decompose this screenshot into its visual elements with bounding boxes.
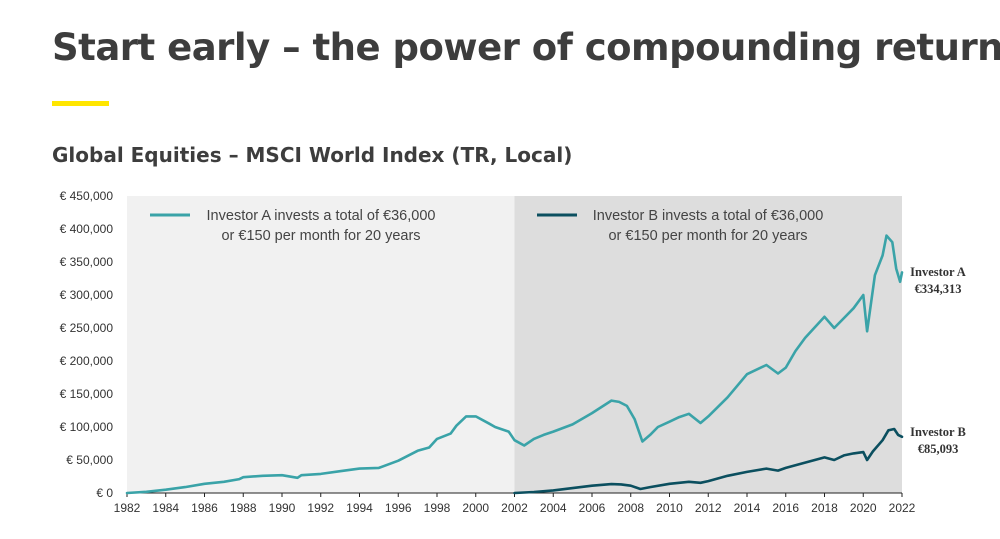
y-axis: € 0 € 50,000 € 100,000 € 150,000 € 200,000 € … (60, 189, 114, 500)
x-tick-label: 1998 (424, 501, 451, 515)
x-tick-label: 2016 (772, 501, 799, 515)
y-tick-label: € 0 (96, 486, 113, 500)
y-tick-label: € 150,000 (60, 387, 114, 401)
x-tick-label: 1996 (385, 501, 412, 515)
y-tick-label: € 450,000 (60, 189, 114, 203)
x-tick-label: 2022 (889, 501, 916, 515)
x-tick-label: 2018 (811, 501, 838, 515)
end-label-value-investor-b: €85,093 (918, 442, 959, 456)
x-tick-label: 1988 (230, 501, 257, 515)
x-tick-label: 1984 (152, 501, 179, 515)
shaded-region-investor-b (514, 196, 902, 493)
y-tick-label: € 300,000 (60, 288, 114, 302)
series-line-investor-a (125, 234, 904, 495)
title-accent-bar (52, 101, 109, 106)
x-tick-label: 2010 (656, 501, 683, 515)
series-line-investor-b (513, 427, 904, 495)
x-tick-label: 1990 (269, 501, 296, 515)
y-tick-label: € 250,000 (60, 321, 114, 335)
y-tick-label: € 350,000 (60, 255, 114, 269)
x-tick-label: 2000 (462, 501, 489, 515)
x-tick-label: 2008 (617, 501, 644, 515)
series-lines (125, 234, 904, 495)
shaded-regions (127, 196, 902, 493)
page-title: Start early – the power of compounding r… (52, 26, 1000, 69)
legend: Investor A invests a total of €36,000 or … (150, 208, 823, 244)
y-tick-label: € 200,000 (60, 354, 114, 368)
x-tick-label: 2020 (850, 501, 877, 515)
chart-subtitle: Global Equities – MSCI World Index (TR, … (52, 143, 573, 167)
shaded-region-investor-a (127, 196, 515, 493)
x-tick-label: 2014 (734, 501, 761, 515)
x-tick-label: 2004 (540, 501, 567, 515)
x-tick-label: 2012 (695, 501, 722, 515)
legend-line1-investor-a: Investor A invests a total of €36,000 (207, 208, 436, 224)
x-tick-label: 2002 (501, 501, 528, 515)
legend-line2-investor-b: or €150 per month for 20 years (608, 228, 807, 244)
end-label-name-investor-b: Investor B (910, 425, 966, 439)
y-tick-label: € 50,000 (66, 453, 113, 467)
legend-line1-investor-b: Investor B invests a total of €36,000 (593, 208, 824, 224)
x-tick-label: 1986 (191, 501, 218, 515)
end-label-value-investor-a: €334,313 (915, 282, 962, 296)
end-label-name-investor-a: Investor A (910, 265, 966, 279)
y-tick-label: € 400,000 (60, 222, 114, 236)
x-axis: 1982 1984 1986 1988 1990 1992 1994 1996 1998 2000… (114, 492, 916, 515)
x-tick-label: 1994 (346, 501, 373, 515)
x-tick-label: 1982 (114, 501, 141, 515)
x-tick-label: 1992 (307, 501, 334, 515)
x-tick-label: 2006 (579, 501, 606, 515)
end-labels: Investor A €334,313 Investor B €85,093 (910, 265, 966, 456)
y-tick-label: € 100,000 (60, 420, 114, 434)
legend-line2-investor-a: or €150 per month for 20 years (221, 228, 420, 244)
